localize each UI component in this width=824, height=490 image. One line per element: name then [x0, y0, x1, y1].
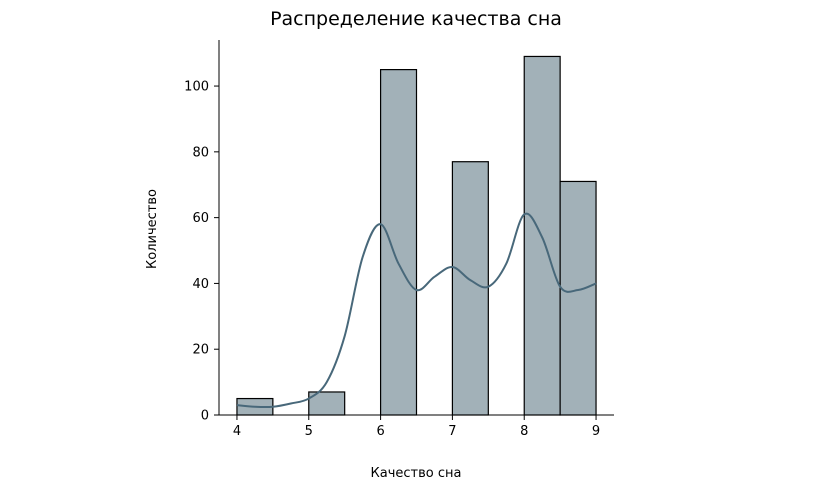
- y-tick-label-4: 80: [192, 145, 209, 160]
- x-tick-label-5: 9: [592, 424, 600, 439]
- x-tick-label-1: 5: [305, 424, 313, 439]
- histogram-bar-3: [451, 161, 489, 416]
- x-tick-label-4: 8: [520, 424, 528, 439]
- histogram-bar-2: [379, 69, 418, 416]
- kde-curve: [236, 212, 597, 409]
- x-tick-label-3: 7: [448, 424, 456, 439]
- x-tick-label-2: 6: [376, 424, 384, 439]
- y-tick-label-0: 0: [201, 409, 209, 424]
- y-ticks: 0 20 40 60 80 100: [184, 80, 219, 424]
- chart-title: Распределение качества сна: [270, 8, 562, 30]
- x-axis-label: Качество сна: [371, 466, 462, 481]
- x-ticks: 4 5 6 7 8 9: [233, 415, 600, 439]
- x-tick-label-0: 4: [233, 424, 241, 439]
- y-tick-label-2: 40: [192, 277, 209, 292]
- y-tick-label-5: 100: [184, 80, 209, 95]
- y-tick-label-1: 20: [192, 343, 209, 358]
- y-axis-label: Количество: [145, 189, 160, 269]
- y-tick-label-3: 60: [192, 211, 209, 226]
- histogram-bar-5: [559, 180, 597, 416]
- bars-layer: [236, 55, 597, 416]
